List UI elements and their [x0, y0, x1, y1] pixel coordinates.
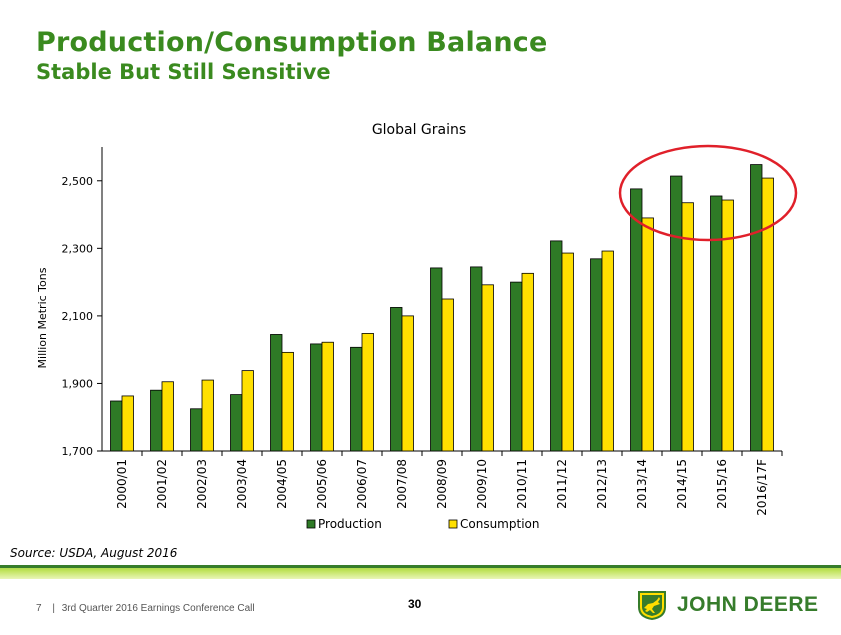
production-bar [230, 394, 243, 452]
slide-subtitle: Stable But Still Sensitive [36, 60, 331, 84]
footer-event: 3rd Quarter 2016 Earnings Conference Cal… [61, 603, 255, 614]
consumption-bar [641, 217, 654, 452]
x-tick-label: 2000/01 [115, 459, 129, 509]
x-tick-label: 2012/13 [595, 459, 609, 509]
x-tick-label: 2002/03 [195, 459, 209, 509]
consumption-bar [521, 272, 534, 452]
production-bar [670, 175, 683, 452]
production-bar [550, 240, 563, 452]
x-tick-label: 2016/17F [755, 459, 769, 516]
production-bar [630, 188, 643, 452]
x-tick-label: 2001/02 [155, 459, 169, 509]
footer-separator: | [52, 603, 55, 614]
deer-logo-icon [638, 591, 666, 620]
production-bar [430, 267, 443, 452]
y-tick-label: 2,100 [62, 310, 94, 323]
consumption-bar [401, 315, 414, 452]
john-deere-logo: JOHN DEERE [635, 589, 819, 621]
chart-title: Global Grains [372, 122, 466, 138]
production-bar [190, 408, 203, 452]
x-tick-label: 2013/14 [635, 459, 649, 509]
production-bar [350, 346, 363, 452]
consumption-bar [561, 252, 574, 452]
x-tick-label: 2004/05 [275, 459, 289, 509]
legend-label-production: Production [318, 517, 382, 531]
production-bar [470, 266, 483, 452]
slide-title: Production/Consumption Balance [36, 27, 548, 58]
x-tick-label: 2003/04 [235, 459, 249, 509]
y-tick-label: 1,700 [62, 445, 94, 458]
x-tick-label: 2009/10 [475, 459, 489, 509]
highlight-ellipse [618, 144, 798, 242]
y-tick-label: 1,900 [62, 377, 94, 390]
consumption-bar [161, 381, 174, 452]
consumption-bar [361, 333, 374, 452]
footer-info: 7 | 3rd Quarter 2016 Earnings Conference… [36, 603, 255, 614]
x-tick-label: 2015/16 [715, 459, 729, 509]
production-bar [270, 334, 283, 452]
x-tick-label: 2005/06 [315, 459, 329, 509]
consumption-bar [721, 199, 734, 452]
x-tick-label: 2010/11 [515, 459, 529, 509]
consumption-bar [241, 370, 254, 452]
x-tick-label: 2011/12 [555, 459, 569, 509]
global-grains-chart: Global Grains Million Metric Tons 1,700 1… [36, 122, 798, 531]
y-axis-label: Million Metric Tons [36, 267, 49, 368]
logo-wordmark: JOHN DEERE [677, 593, 819, 616]
source-note: Source: USDA, August 2016 [10, 546, 178, 560]
consumption-bar [761, 177, 774, 452]
legend-swatch-consumption [448, 519, 458, 529]
y-tick-label: 2,500 [62, 175, 94, 188]
production-bar [310, 343, 323, 452]
page-number: 30 [408, 597, 422, 611]
consumption-bar [601, 250, 614, 452]
x-tick-label: 2006/07 [355, 459, 369, 509]
production-bar [150, 389, 163, 452]
consumption-bar [201, 379, 214, 452]
consumption-bar [681, 202, 694, 452]
legend-label-consumption: Consumption [460, 517, 539, 531]
production-bar [390, 307, 403, 452]
x-tick-label: 2007/08 [395, 459, 409, 509]
production-bar [590, 258, 603, 452]
consumption-bar [321, 341, 334, 452]
production-bar [750, 164, 763, 452]
production-bar [510, 281, 523, 452]
production-bar [710, 195, 723, 452]
slide-number: 7 [36, 603, 42, 614]
consumption-bar [121, 395, 134, 452]
x-tick-label: 2014/15 [675, 459, 689, 509]
chart-legend: Production Consumption [306, 517, 539, 531]
y-tick-label: 2,300 [62, 242, 94, 255]
consumption-bar [281, 351, 294, 452]
production-bar [110, 400, 123, 452]
consumption-bar [481, 284, 494, 452]
x-tick-label: 2008/09 [435, 459, 449, 509]
consumption-bar [441, 298, 454, 452]
legend-swatch-production [306, 519, 316, 529]
footer-band [0, 565, 841, 579]
